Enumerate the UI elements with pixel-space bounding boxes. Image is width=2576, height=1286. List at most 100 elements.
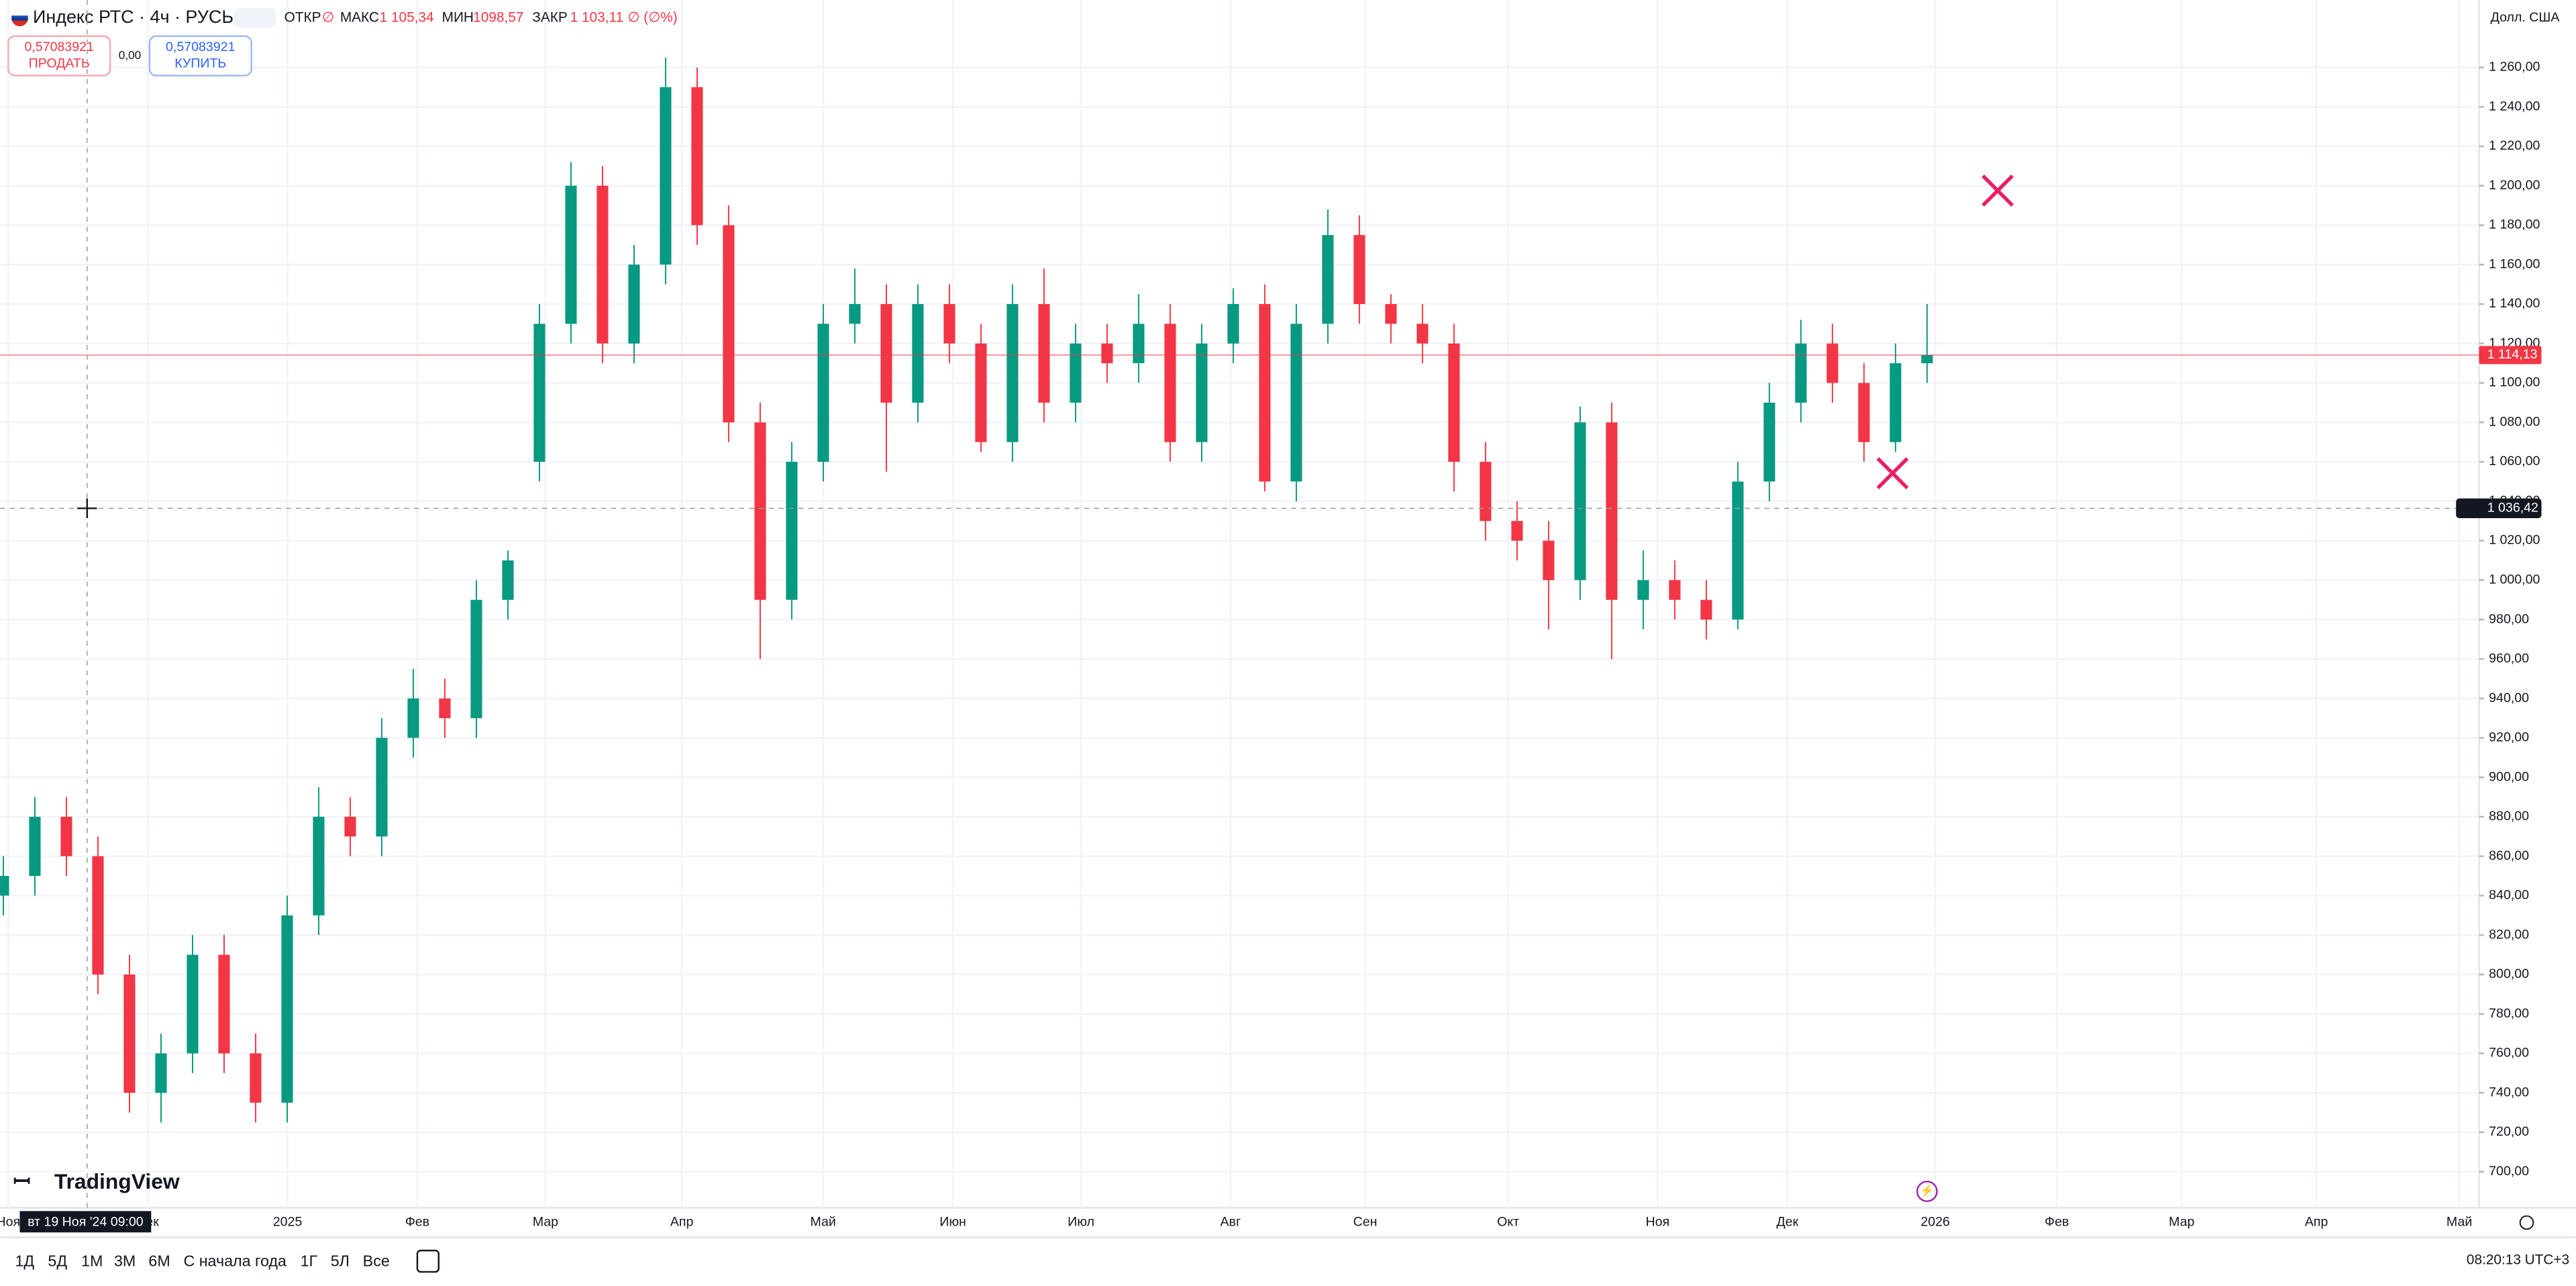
- x-tick-label: Апр: [2305, 1215, 2328, 1230]
- x-tick-label: Июл: [1068, 1215, 1094, 1230]
- x-tick-label: 2026: [1920, 1215, 1950, 1230]
- settings-icon[interactable]: [2519, 1215, 2534, 1230]
- icons[interactable]: [233, 8, 276, 28]
- candle-body: [1007, 304, 1019, 442]
- candle-body: [376, 738, 388, 837]
- close-value: 1 103,11: [570, 9, 623, 25]
- y-tick-label: 800,00: [2489, 967, 2529, 981]
- candle-body: [344, 816, 356, 837]
- low-value: 1098,57: [473, 9, 523, 25]
- timeframe-button[interactable]: С начала года: [183, 1252, 286, 1269]
- timeframe-button[interactable]: 5Л: [331, 1252, 350, 1269]
- candle-body: [1574, 422, 1586, 581]
- candle-body: [1606, 422, 1618, 600]
- candle-body: [1101, 343, 1113, 364]
- spread: 0,00: [119, 48, 141, 62]
- y-tick-label: 940,00: [2489, 691, 2529, 705]
- clock: 08:20:13 UTC+3: [2467, 1252, 2569, 1267]
- symbol[interactable]: Индекс РТС · 4ч · РУСЬ: [33, 7, 234, 27]
- candle-body: [470, 599, 482, 718]
- y-tick-label: 1 180,00: [2489, 217, 2540, 232]
- date-range-icon[interactable]: [416, 1249, 440, 1273]
- y-tick-label: 980,00: [2489, 611, 2529, 626]
- crosshair-price-tag: [2456, 498, 2542, 519]
- x-tick-label: Ноя: [0, 1215, 20, 1230]
- timeframe-button[interactable]: Все: [363, 1252, 390, 1269]
- candle-body: [975, 343, 987, 442]
- x-tick-label: Май: [810, 1215, 835, 1230]
- candle-body: [1227, 304, 1239, 344]
- candle-body: [1070, 343, 1082, 403]
- x-tick-label: Дек: [1776, 1215, 1798, 1230]
- y-tick-label: 1 260,00: [2489, 60, 2540, 75]
- candle-body: [817, 324, 829, 462]
- candle-body: [29, 816, 41, 877]
- timeframe-button[interactable]: 6М: [148, 1252, 170, 1269]
- brand: TradingView: [54, 1169, 180, 1193]
- candle-body: [1322, 235, 1334, 324]
- buy-button[interactable]: [148, 35, 252, 77]
- x-tick-label: Мар: [2169, 1215, 2194, 1230]
- candle-body: [218, 954, 230, 1054]
- candle-body: [660, 87, 672, 265]
- cross-drawings[interactable]: [1876, 175, 2014, 490]
- crosshair-time-label: вт 19 Ноя '24 09:00: [28, 1215, 144, 1230]
- candle-body: [0, 876, 9, 896]
- buy-label: КУПИТЬ: [174, 56, 226, 71]
- y-tick-label: 920,00: [2489, 730, 2529, 745]
- sell-price: 0,57083921: [24, 40, 93, 54]
- candle-body: [691, 87, 703, 226]
- sell-label: ПРОДАТЬ: [29, 56, 90, 71]
- timeframe-button[interactable]: 3М: [114, 1252, 136, 1269]
- currency[interactable]: Долл. США: [2491, 10, 2561, 25]
- y-tick-label: 1 020,00: [2489, 533, 2540, 548]
- y-tick-label: 960,00: [2489, 651, 2529, 666]
- candle-body: [754, 422, 766, 600]
- candle-body: [1921, 355, 1933, 364]
- candle-body: [723, 225, 735, 423]
- timeframe-button[interactable]: 5Д: [48, 1252, 67, 1269]
- timeframe-button[interactable]: 1М: [81, 1252, 103, 1269]
- candle-body: [1732, 481, 1744, 620]
- candle-body: [1133, 324, 1145, 364]
- timeframe-button[interactable]: 1Г: [301, 1252, 318, 1269]
- y-tick-label: 780,00: [2489, 1006, 2529, 1021]
- candle-body: [943, 304, 956, 344]
- y-tick-label: 880,00: [2489, 809, 2529, 824]
- crosshair-price-label: 1 036,42: [2487, 501, 2538, 515]
- y-tick-label: 860,00: [2489, 848, 2529, 863]
- x-tick-label: Авг: [1221, 1215, 1241, 1230]
- x-tick-label: Окт: [1497, 1215, 1519, 1230]
- x-tick-label: Мар: [533, 1215, 558, 1230]
- events-icon[interactable]: [1916, 1181, 1938, 1202]
- low-label: МИН: [442, 9, 474, 25]
- timeframe-button[interactable]: 1Д: [15, 1252, 34, 1269]
- candle-body: [407, 698, 419, 738]
- y-tick-label: 740,00: [2489, 1085, 2529, 1099]
- sell-button[interactable]: [7, 35, 111, 77]
- open-value: ∅: [322, 9, 334, 25]
- y-tick-label: 1 000,00: [2489, 573, 2540, 587]
- buy-price: 0,57083921: [166, 40, 235, 54]
- y-tick-label: 1 140,00: [2489, 296, 2540, 311]
- candle-body: [1795, 343, 1807, 403]
- change: ∅ (∅%): [627, 9, 677, 25]
- candle-body: [250, 1053, 262, 1103]
- candle-body: [565, 185, 577, 324]
- candle-body: [880, 304, 892, 403]
- x-tick-label: Апр: [670, 1215, 694, 1230]
- y-tick-label: 1 060,00: [2489, 454, 2540, 468]
- candle-body: [1511, 521, 1523, 541]
- candle-body: [1637, 580, 1649, 600]
- candle-body: [1890, 363, 1902, 442]
- candle-body: [628, 264, 640, 344]
- high-value: 1 105,34: [380, 9, 434, 25]
- candle-body: [1700, 599, 1712, 620]
- candle-body: [1259, 304, 1271, 482]
- logo-mark: ꟷ: [13, 1169, 31, 1193]
- open-label: ОТКР: [285, 9, 321, 25]
- crosshair-cursor: [77, 498, 97, 519]
- candle-body: [1196, 343, 1208, 442]
- candle-body: [187, 954, 199, 1054]
